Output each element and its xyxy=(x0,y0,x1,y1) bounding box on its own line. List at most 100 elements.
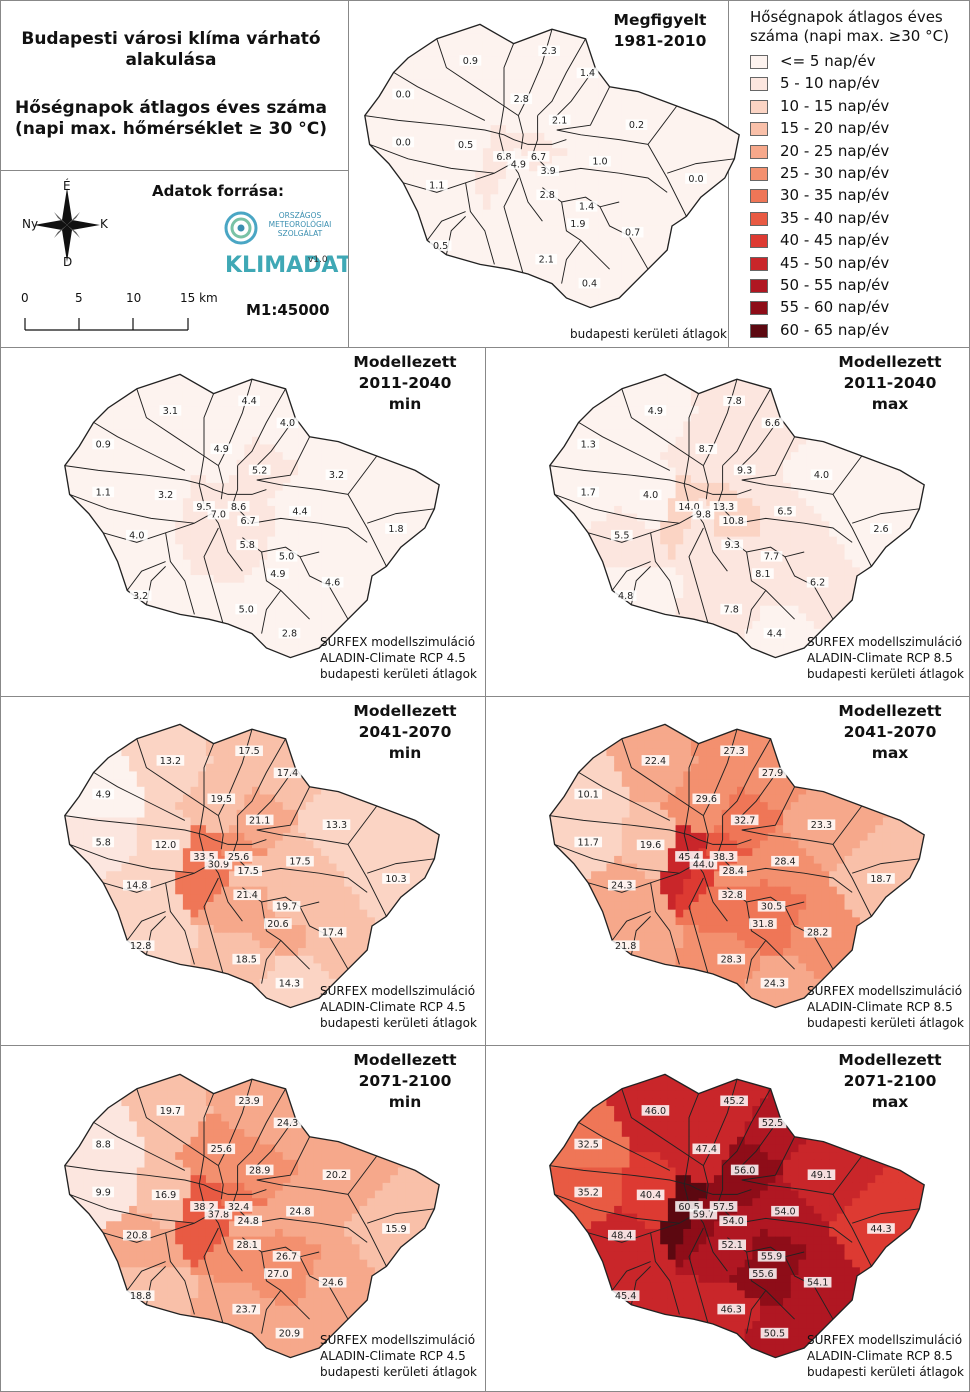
district-fill xyxy=(599,360,607,368)
district-fill xyxy=(651,301,660,308)
district-fill xyxy=(336,521,345,530)
district-fill xyxy=(882,429,892,438)
district-fill xyxy=(390,271,399,280)
district-fill xyxy=(390,24,399,26)
legend-label: 30 - 35 nap/év xyxy=(780,186,890,205)
district-fill xyxy=(760,360,768,368)
district-fill xyxy=(405,505,414,515)
district-fill xyxy=(644,163,653,172)
district-fill xyxy=(228,559,238,568)
district-fill xyxy=(413,459,422,468)
district-fill xyxy=(375,248,384,257)
value-label-bg xyxy=(248,464,271,476)
district-fill xyxy=(728,194,737,203)
district-fill xyxy=(713,459,723,468)
district-fill xyxy=(405,436,414,445)
district-fill xyxy=(282,582,291,591)
district-fill xyxy=(344,544,353,553)
district-fill xyxy=(236,374,245,376)
district-fill xyxy=(67,544,76,553)
district-fill xyxy=(421,33,430,42)
district-fill xyxy=(436,271,445,280)
district-fill xyxy=(129,429,138,438)
district-fill xyxy=(705,301,714,308)
district-fill xyxy=(498,248,507,257)
district-fill xyxy=(598,271,607,280)
district-fill xyxy=(221,374,230,376)
district-fill xyxy=(382,598,391,607)
district-fill xyxy=(668,360,676,368)
district-fill xyxy=(313,605,322,614)
district-fill xyxy=(667,86,676,95)
district-fill xyxy=(429,56,438,65)
district-fill xyxy=(113,490,122,499)
district-fill xyxy=(367,544,376,553)
district-fill xyxy=(413,94,422,103)
district-fill xyxy=(690,467,700,476)
district-fill xyxy=(737,383,746,392)
district-fill xyxy=(898,459,907,468)
district-fill xyxy=(736,148,740,157)
district-fill xyxy=(690,310,698,318)
district-fill xyxy=(121,644,130,653)
district-fill xyxy=(406,171,415,180)
district-value-label: 1.1 xyxy=(96,487,111,498)
district-fill xyxy=(364,186,369,195)
district-fill xyxy=(651,232,660,241)
district-fill xyxy=(582,225,591,234)
district-fill xyxy=(236,644,245,653)
value-label-bg xyxy=(237,515,260,527)
district-fill xyxy=(344,505,353,515)
district-fill xyxy=(613,240,622,249)
district-fill xyxy=(652,375,661,384)
district-fill xyxy=(636,301,645,308)
district-fill xyxy=(882,467,892,476)
district-fill xyxy=(328,590,337,599)
district-fill xyxy=(582,125,591,134)
district-fill xyxy=(390,255,399,264)
district-fill xyxy=(344,521,353,530)
district-fill xyxy=(159,413,169,422)
district-fill xyxy=(636,171,645,180)
district-fill xyxy=(83,459,92,468)
district-fill xyxy=(259,590,268,599)
district-fill xyxy=(667,248,676,257)
district-fill xyxy=(182,621,192,630)
district-fill xyxy=(682,155,691,165)
district-fill xyxy=(364,248,369,257)
district-fill xyxy=(598,86,607,95)
district-fill xyxy=(582,148,591,157)
district-fill xyxy=(375,148,384,157)
district-fill xyxy=(190,467,199,476)
district-fill xyxy=(806,467,815,476)
district-fill xyxy=(590,255,599,264)
district-fill xyxy=(267,559,276,568)
district-fill xyxy=(575,178,584,188)
district-fill xyxy=(498,278,507,287)
district-fill xyxy=(674,163,684,172)
district-fill xyxy=(552,232,561,241)
district-fill xyxy=(374,559,384,568)
district-fill xyxy=(190,551,199,561)
district-fill xyxy=(529,10,537,18)
district-fill xyxy=(698,374,707,376)
district-fill xyxy=(290,636,299,645)
district-fill xyxy=(129,390,138,399)
district-fill xyxy=(390,263,399,272)
district-fill xyxy=(75,598,84,607)
legend-label: 20 - 25 nap/év xyxy=(780,141,890,160)
district-fill xyxy=(228,482,238,492)
district-fill xyxy=(621,63,630,72)
district-fill xyxy=(413,528,422,538)
district-fill xyxy=(698,383,707,392)
district-fill xyxy=(144,498,153,507)
district-fill xyxy=(598,286,607,295)
district-fill xyxy=(190,521,199,530)
district-fill xyxy=(567,33,576,42)
district-fill xyxy=(560,475,569,484)
district-fill xyxy=(144,375,153,384)
district-fill xyxy=(83,521,92,530)
district-fill xyxy=(575,374,584,376)
district-fill xyxy=(436,551,440,561)
district-fill xyxy=(720,171,730,180)
